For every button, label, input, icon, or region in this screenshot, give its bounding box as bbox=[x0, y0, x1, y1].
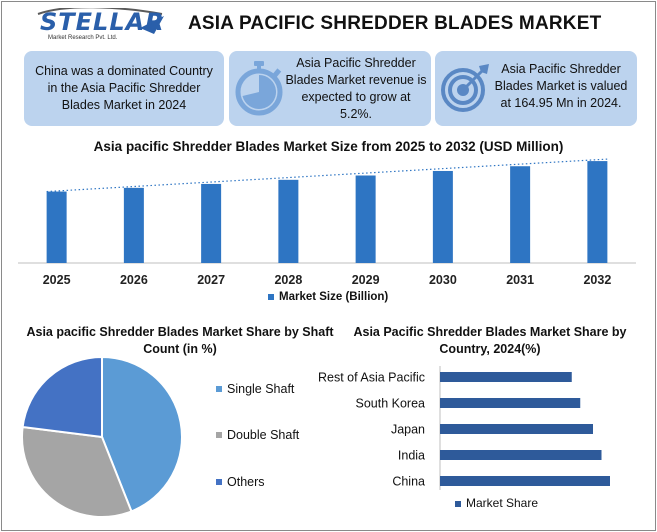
logo-swoosh-icon bbox=[37, 8, 164, 34]
bar-2026 bbox=[123, 187, 144, 263]
legend-label: Market Share bbox=[466, 496, 539, 510]
info-card-growth: Asia Pacific Shredder Blades Market reve… bbox=[229, 51, 431, 126]
page-title: ASIA PACIFIC SHREDDER BLADES MARKET bbox=[188, 13, 602, 34]
bar-2029 bbox=[355, 175, 376, 263]
stopwatch-icon bbox=[235, 61, 283, 116]
stellar-logo: STELLAR Market Research Pvt. Ltd. bbox=[36, 8, 166, 44]
info-card-valuation: Asia Pacific Shredder Blades Market is v… bbox=[435, 51, 637, 126]
market-size-legend: Market Size (Billion) bbox=[268, 291, 388, 303]
legend-swatch bbox=[455, 500, 461, 507]
x-tick-label: 2027 bbox=[197, 273, 225, 287]
card-text: Asia Pacific Shredder Blades Market reve… bbox=[285, 56, 427, 121]
pie-slice-single-shaft bbox=[101, 355, 183, 513]
legend-item-others: Others bbox=[216, 475, 265, 489]
market-size-chart-title: Asia pacific Shredder Blades Market Size… bbox=[93, 139, 564, 154]
x-tick-label: 2028 bbox=[274, 273, 302, 287]
shaft-count-chart-title: Asia pacific Shredder Blades Market Shar… bbox=[26, 325, 334, 356]
card-text: Asia Pacific Shredder Blades Market is v… bbox=[494, 62, 628, 110]
y-tick-label: Japan bbox=[391, 423, 425, 437]
bar-2025 bbox=[46, 191, 67, 263]
bar-2032 bbox=[587, 161, 608, 263]
shaft-count-pie-chart bbox=[21, 355, 183, 518]
hbar-india bbox=[440, 450, 602, 460]
bar-2028 bbox=[278, 179, 299, 263]
legend-swatch bbox=[216, 385, 222, 392]
y-tick-label: India bbox=[398, 449, 425, 463]
pie-slice-double-shaft bbox=[21, 425, 133, 518]
bar-2030 bbox=[432, 170, 453, 263]
country-share-chart-title: Asia Pacific Shredder Blades Market Shar… bbox=[353, 325, 627, 356]
logo-text: STELLAR bbox=[40, 8, 165, 36]
bar-2031 bbox=[510, 166, 531, 263]
x-tick-label: 2026 bbox=[120, 273, 148, 287]
x-tick-label: 2032 bbox=[583, 273, 611, 287]
logo-subtext: Market Research Pvt. Ltd. bbox=[48, 35, 118, 41]
card-text: China was a dominated Country in the Asi… bbox=[35, 64, 213, 112]
hbar-rest-of-asia-pacific bbox=[440, 372, 572, 382]
legend-swatch bbox=[268, 293, 274, 300]
legend-swatch bbox=[216, 478, 222, 485]
bar-2027 bbox=[201, 183, 222, 263]
legend-item-single-shaft: Single Shaft bbox=[216, 382, 294, 396]
hbar-japan bbox=[440, 424, 593, 434]
y-tick-label: China bbox=[392, 475, 425, 489]
target-icon bbox=[441, 64, 489, 112]
market-size-chart: 2025 2026 2027 2028 2029 2030 2031 2032 bbox=[18, 158, 636, 287]
hbar-china bbox=[440, 476, 610, 486]
legend-label: Single Shaft bbox=[227, 382, 295, 396]
trendline bbox=[46, 158, 608, 193]
legend-label: Double Shaft bbox=[227, 428, 300, 442]
hbar-south-korea bbox=[440, 398, 581, 408]
x-tick-label: 2031 bbox=[506, 273, 534, 287]
pie-slice-others bbox=[21, 355, 103, 439]
x-tick-label: 2029 bbox=[352, 273, 380, 287]
legend-swatch bbox=[216, 431, 222, 438]
legend-label: Market Size (Billion) bbox=[279, 291, 389, 303]
x-tick-label: 2030 bbox=[429, 273, 457, 287]
country-share-legend: Market Share bbox=[455, 496, 538, 510]
y-tick-label: South Korea bbox=[356, 397, 426, 411]
country-share-chart: Rest of Asia Pacific South Korea Japan Indi… bbox=[318, 366, 610, 490]
legend-item-double-shaft: Double Shaft bbox=[216, 428, 299, 442]
x-tick-label: 2025 bbox=[43, 273, 71, 287]
info-card-dominant-country: China was a dominated Country in the Asi… bbox=[24, 51, 224, 126]
legend-label: Others bbox=[227, 475, 265, 489]
y-tick-label: Rest of Asia Pacific bbox=[318, 371, 425, 385]
